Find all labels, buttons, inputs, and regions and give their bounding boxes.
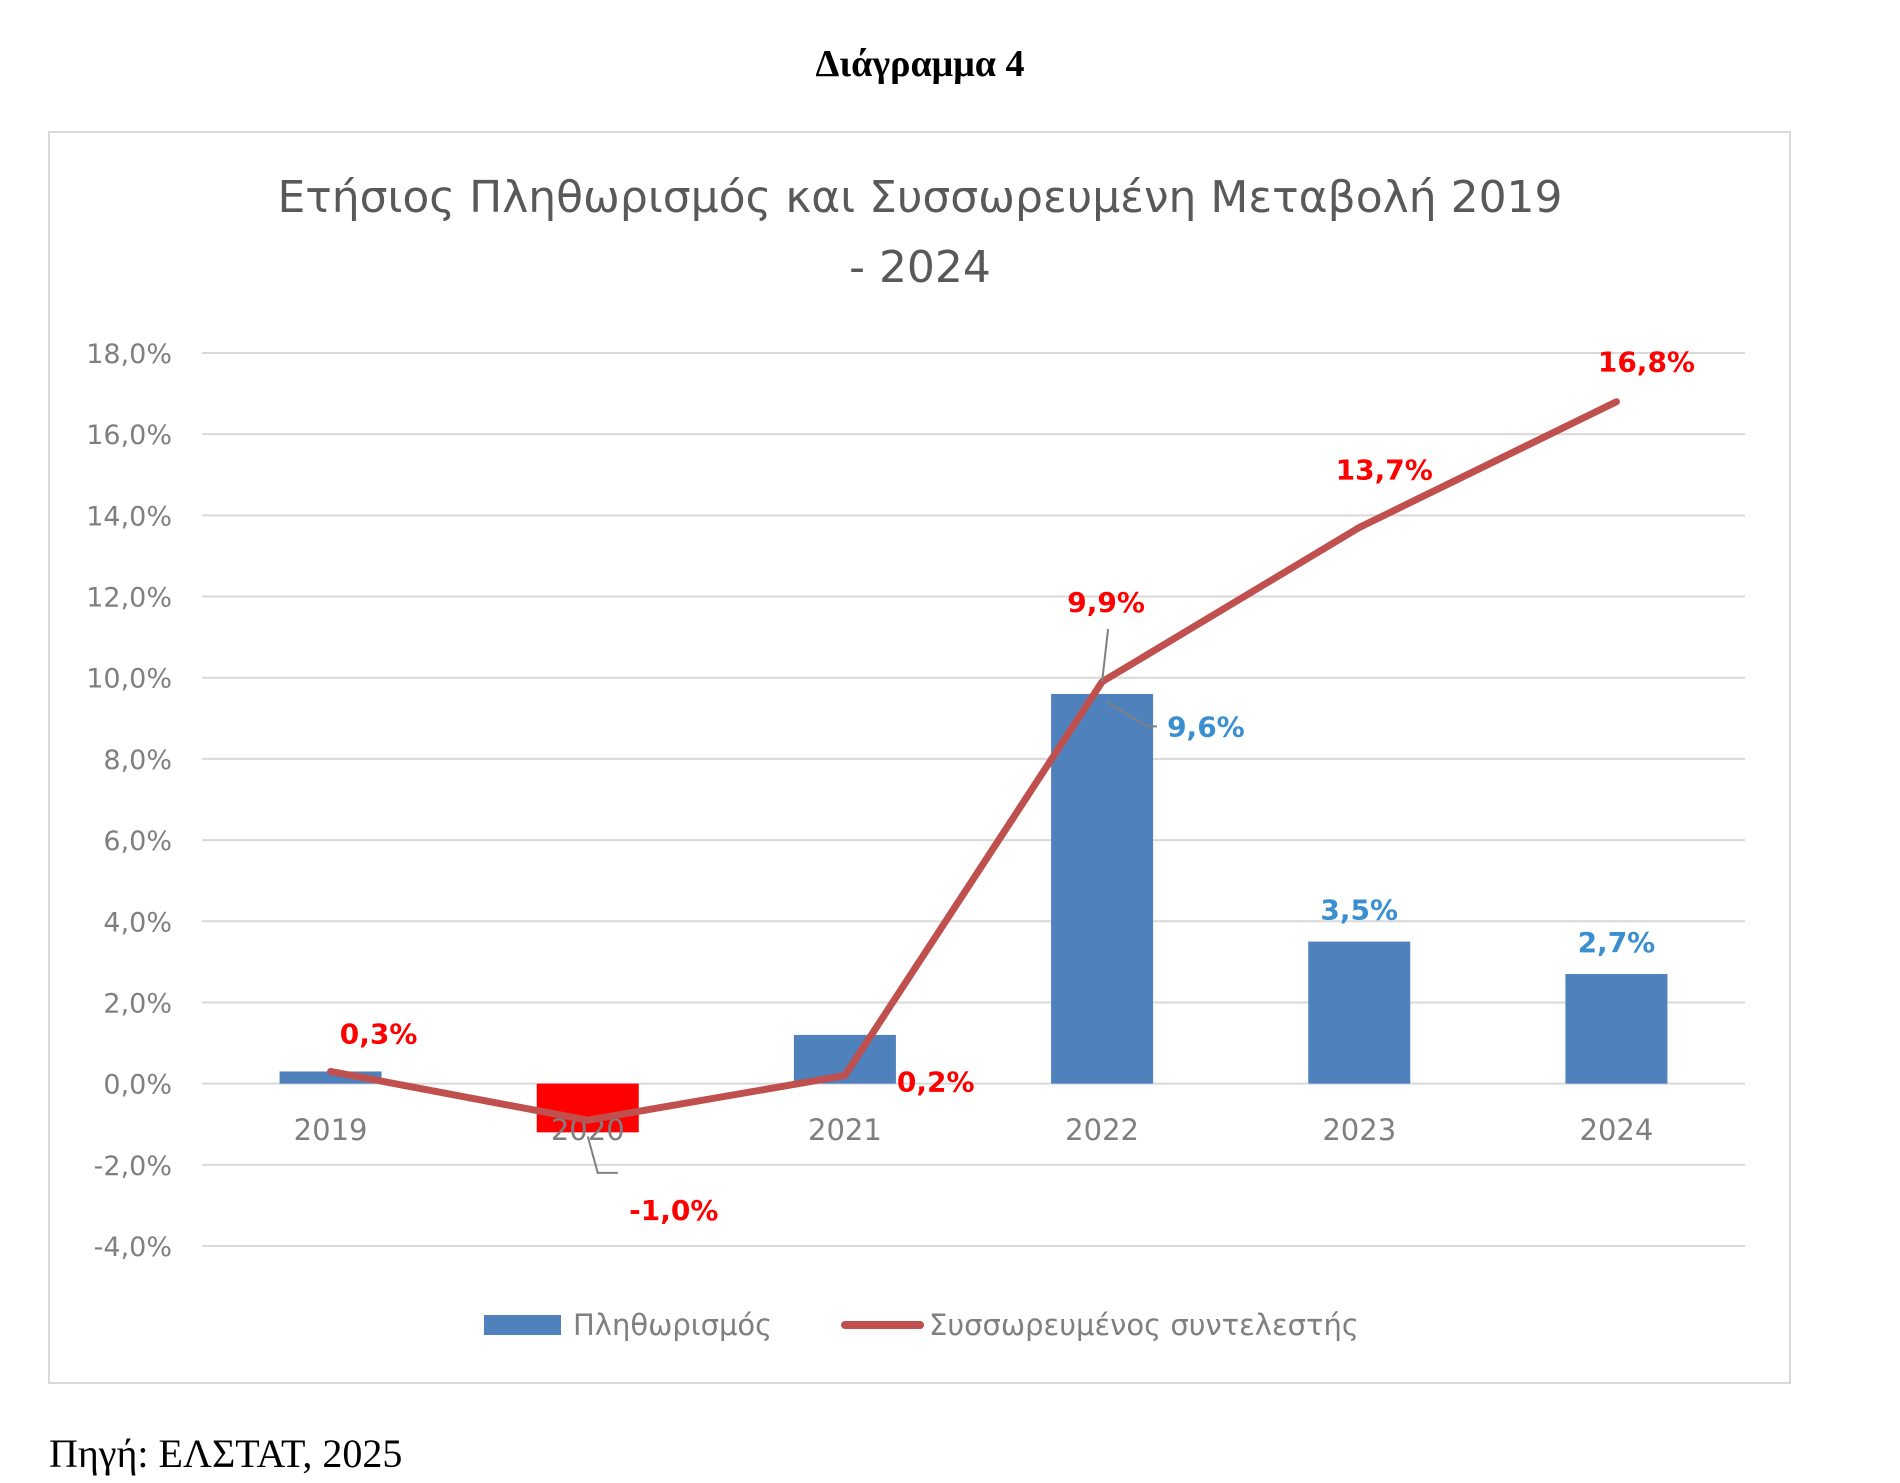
bar-2022: [1051, 693, 1154, 1084]
source-note: Πηγή: ΕΛΣΤΑΤ, 2025: [49, 1431, 403, 1476]
chart-title-line-1: Ετήσιος Πληθωρισμός και Συσσωρευμένη Μετ…: [277, 172, 1562, 223]
y-tick-label: 0,0%: [103, 1070, 172, 1101]
y-tick-label: 12,0%: [86, 583, 172, 614]
line-point: [1358, 526, 1361, 529]
y-tick-label: -4,0%: [94, 1232, 172, 1263]
x-tick-label: 2021: [808, 1113, 882, 1147]
bar-data-label: 2,7%: [1578, 926, 1656, 959]
bar-data-label: 3,5%: [1320, 894, 1398, 927]
bar-2023: [1308, 941, 1411, 1084]
bar-2024: [1565, 974, 1668, 1084]
figure-label: Διάγραμμα 4: [815, 43, 1025, 85]
line-data-label: 0,2%: [897, 1066, 975, 1099]
y-tick-label: 18,0%: [86, 339, 172, 370]
line-point: [329, 1070, 332, 1073]
legend-swatch-bar: [484, 1315, 561, 1335]
x-tick-label: 2023: [1322, 1113, 1396, 1147]
x-tick-label: 2019: [294, 1113, 368, 1147]
leader-line: [586, 1136, 618, 1174]
legend-label-line: Συσσωρευμένος συντελεστής: [929, 1308, 1359, 1342]
y-tick-label: 16,0%: [86, 420, 172, 451]
leader-line: [1101, 628, 1110, 682]
legend-label-bar: Πληθωρισμός: [573, 1308, 772, 1342]
line-data-label: 0,3%: [340, 1017, 418, 1050]
y-tick-label: 4,0%: [103, 907, 172, 938]
bar-2020: [536, 1083, 639, 1133]
line-data-label: 9,9%: [1067, 586, 1145, 619]
line-data-label: 16,8%: [1598, 346, 1695, 379]
chart-title-line-2: - 2024: [849, 242, 991, 293]
line-point: [843, 1074, 846, 1077]
y-tick-label: 6,0%: [103, 826, 172, 857]
x-tick-label: 2024: [1580, 1113, 1654, 1147]
y-tick-label: -2,0%: [94, 1151, 172, 1182]
x-tick-label: 2022: [1065, 1113, 1139, 1147]
line-series-cumulative: [327, 398, 1620, 1124]
y-tick-label: 2,0%: [103, 988, 172, 1019]
leader-line: [1106, 701, 1158, 728]
line-data-label: 13,7%: [1336, 454, 1433, 487]
line-point: [586, 1119, 589, 1122]
y-tick-label: 8,0%: [103, 745, 172, 776]
y-tick-label: 14,0%: [86, 501, 172, 532]
line-data-label: -1,0%: [629, 1194, 718, 1227]
y-tick-label: 10,0%: [86, 664, 172, 695]
chart-frame: [48, 131, 1791, 1384]
bar-data-label: 9,6%: [1167, 710, 1245, 743]
line-point: [1615, 400, 1618, 403]
